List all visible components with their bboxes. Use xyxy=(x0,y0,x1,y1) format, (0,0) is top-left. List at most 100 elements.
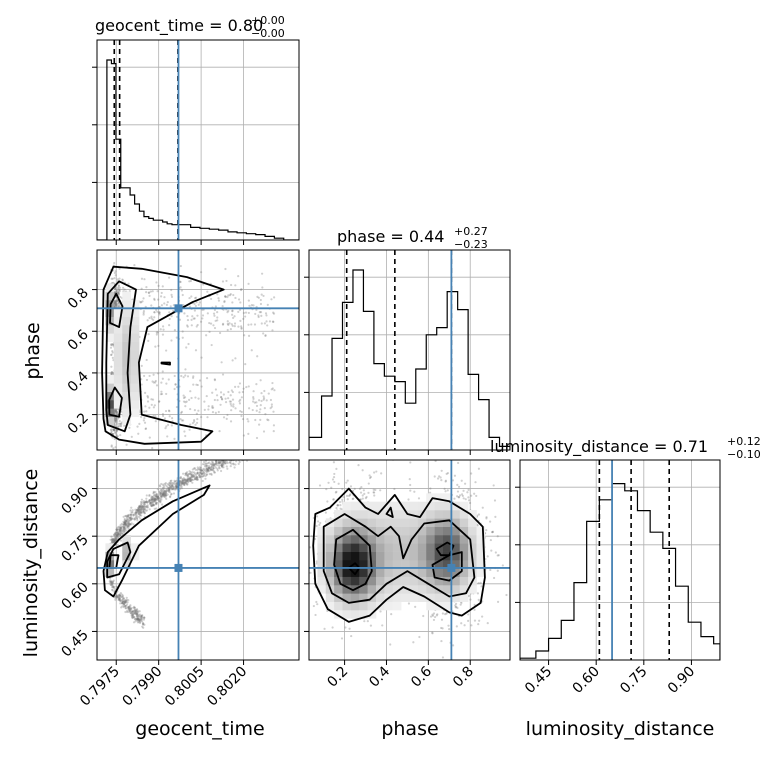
scatter-point-luminosity_distance-vs-geocent_time-84 xyxy=(166,482,169,486)
scatter-point-luminosity_distance-vs-geocent_time-1110 xyxy=(273,439,275,441)
scatter-point-luminosity_distance-vs-geocent_time-942 xyxy=(228,455,230,457)
scatter-point-luminosity_distance-vs-geocent_time-572 xyxy=(139,505,142,508)
scatter-point-luminosity_distance-vs-geocent_time-706 xyxy=(203,472,206,475)
scatter-point-luminosity_distance-vs-geocent_time-1208 xyxy=(267,436,269,438)
scatter-point-luminosity_distance-vs-geocent_time-723 xyxy=(207,467,210,470)
scatter-point-luminosity_distance-vs-geocent_time-484 xyxy=(139,517,142,520)
scatter-point-luminosity_distance-vs-geocent_time-433 xyxy=(175,483,179,486)
scatter-point-luminosity_distance-vs-geocent_time-543 xyxy=(124,524,128,527)
scatter-point-luminosity_distance-vs-geocent_time-1431 xyxy=(111,584,114,587)
scatter-point-luminosity_distance-vs-phase-115 xyxy=(315,560,318,563)
scatter-point-luminosity_distance-vs-geocent_time-130 xyxy=(209,467,213,471)
scatter-point-phase-vs-geocent_time-169 xyxy=(262,294,265,298)
scatter-point-phase-vs-geocent_time-660 xyxy=(238,400,241,403)
scatter-point-luminosity_distance-vs-phase-1207 xyxy=(462,489,465,492)
scatter-point-luminosity_distance-vs-geocent_time-1498 xyxy=(257,441,259,443)
scatter-point-phase-vs-geocent_time-662 xyxy=(109,346,113,349)
scatter-point-luminosity_distance-vs-geocent_time-21 xyxy=(224,451,226,453)
scatter-point-phase-vs-geocent_time-900 xyxy=(234,385,237,389)
scatter-point-phase-vs-geocent_time-1373 xyxy=(226,310,229,314)
scatter-point-luminosity_distance-vs-geocent_time-196 xyxy=(217,462,221,465)
scatter-point-luminosity_distance-vs-geocent_time-552 xyxy=(119,531,122,534)
scatter-point-phase-vs-geocent_time-1231 xyxy=(190,318,193,321)
scatter-point-luminosity_distance-vs-phase-1078 xyxy=(349,485,353,488)
scatter-point-luminosity_distance-vs-geocent_time-1197 xyxy=(162,493,165,496)
scatter-point-luminosity_distance-vs-geocent_time-377 xyxy=(116,532,119,535)
scatter-point-luminosity_distance-vs-geocent_time-1207 xyxy=(234,457,236,459)
scatter-point-luminosity_distance-vs-geocent_time-1001 xyxy=(120,526,123,529)
scatter-point-phase-vs-geocent_time-1281 xyxy=(234,296,237,300)
scatter-point-luminosity_distance-vs-geocent_time-166 xyxy=(188,472,192,475)
scatter-point-luminosity_distance-vs-geocent_time-366 xyxy=(241,450,243,452)
scatter-point-luminosity_distance-vs-geocent_time-103 xyxy=(183,483,186,486)
scatter-point-luminosity_distance-vs-phase-380 xyxy=(332,461,336,464)
scatter-point-luminosity_distance-vs-geocent_time-434 xyxy=(230,457,232,459)
scatter-point-luminosity_distance-vs-geocent_time-1006 xyxy=(229,464,232,468)
scatter-point-luminosity_distance-vs-geocent_time-9 xyxy=(123,529,126,533)
scatter-point-luminosity_distance-vs-geocent_time-1290 xyxy=(143,616,146,619)
scatter-point-phase-vs-geocent_time-841 xyxy=(257,296,260,299)
scatter-point-phase-vs-geocent_time-592 xyxy=(115,302,118,306)
density-cell-phase-vs-geocent_time-4-13 xyxy=(130,333,140,342)
scatter-point-luminosity_distance-vs-geocent_time-491 xyxy=(207,466,211,469)
scatter-point-luminosity_distance-vs-geocent_time-1336 xyxy=(264,439,266,441)
scatter-point-phase-vs-geocent_time-234 xyxy=(152,373,155,376)
scatter-point-luminosity_distance-vs-geocent_time-553 xyxy=(123,525,127,529)
scatter-point-phase-vs-geocent_time-1209 xyxy=(189,279,193,283)
scatter-point-luminosity_distance-vs-geocent_time-1168 xyxy=(135,513,138,516)
scatter-point-luminosity_distance-vs-geocent_time-1332 xyxy=(143,503,147,506)
scatter-point-luminosity_distance-vs-phase-1465 xyxy=(439,476,442,479)
scatter-point-luminosity_distance-vs-geocent_time-1041 xyxy=(257,446,259,448)
scatter-point-luminosity_distance-vs-geocent_time-286 xyxy=(205,473,208,476)
scatter-point-luminosity_distance-vs-geocent_time-695 xyxy=(222,460,226,464)
scatter-point-luminosity_distance-vs-geocent_time-752 xyxy=(123,523,126,526)
scatter-point-phase-vs-geocent_time-712 xyxy=(114,302,117,305)
scatter-point-luminosity_distance-vs-geocent_time-229 xyxy=(131,616,134,619)
scatter-point-luminosity_distance-vs-geocent_time-1021 xyxy=(131,610,134,614)
scatter-point-luminosity_distance-vs-phase-448 xyxy=(444,480,447,483)
scatter-point-luminosity_distance-vs-geocent_time-879 xyxy=(124,523,127,526)
scatter-point-luminosity_distance-vs-phase-1423 xyxy=(335,490,338,493)
scatter-point-luminosity_distance-vs-phase-1342 xyxy=(302,587,304,589)
title-luminosity-distance-plus: +0.12 xyxy=(727,435,760,448)
scatter-point-luminosity_distance-vs-geocent_time-160 xyxy=(110,581,113,584)
scatter-point-luminosity_distance-vs-geocent_time-278 xyxy=(125,520,128,523)
scatter-point-luminosity_distance-vs-geocent_time-1398 xyxy=(137,615,140,618)
scatter-point-luminosity_distance-vs-geocent_time-758 xyxy=(157,499,161,502)
hist-group-phase xyxy=(309,250,510,450)
scatter-point-luminosity_distance-vs-phase-1375 xyxy=(470,494,473,497)
scatter-point-phase-vs-geocent_time-1145 xyxy=(192,376,195,379)
scatter-point-phase-vs-geocent_time-194 xyxy=(257,399,261,402)
scatter-point-luminosity_distance-vs-geocent_time-577 xyxy=(128,523,131,526)
scatter-point-luminosity_distance-vs-geocent_time-720 xyxy=(163,493,166,496)
scatter-point-luminosity_distance-vs-geocent_time-1148 xyxy=(196,472,199,475)
scatter-point-luminosity_distance-vs-geocent_time-448 xyxy=(114,532,117,535)
scatter-point-luminosity_distance-vs-phase-603 xyxy=(368,476,372,480)
scatter-point-luminosity_distance-vs-geocent_time-1087 xyxy=(133,609,136,612)
scatter-point-phase-vs-geocent_time-473 xyxy=(191,315,194,318)
scatter-point-luminosity_distance-vs-geocent_time-524 xyxy=(252,452,254,454)
scatter-point-luminosity_distance-vs-geocent_time-584 xyxy=(126,525,129,528)
scatter-point-phase-vs-geocent_time-313 xyxy=(172,304,175,307)
scatter-point-luminosity_distance-vs-geocent_time-1452 xyxy=(266,443,268,445)
scatter-point-luminosity_distance-vs-geocent_time-296 xyxy=(165,492,168,495)
scatter-point-luminosity_distance-vs-geocent_time-529 xyxy=(167,487,170,490)
scatter-point-luminosity_distance-vs-geocent_time-845 xyxy=(115,534,118,537)
scatter-point-phase-vs-geocent_time-128 xyxy=(110,343,113,347)
scatter-point-phase-vs-geocent_time-915 xyxy=(194,396,197,399)
scatter-point-luminosity_distance-vs-phase-798 xyxy=(374,488,377,492)
scatter-point-luminosity_distance-vs-phase-462 xyxy=(468,501,472,505)
scatter-point-luminosity_distance-vs-geocent_time-946 xyxy=(143,507,146,511)
scatter-point-phase-vs-geocent_time-605 xyxy=(187,342,190,346)
density-cell-phase-vs-geocent_time-1-13 xyxy=(105,333,115,342)
scatter-point-luminosity_distance-vs-geocent_time-1074 xyxy=(109,579,112,582)
scatter-point-luminosity_distance-vs-geocent_time-1471 xyxy=(218,455,220,457)
scatter-point-luminosity_distance-vs-geocent_time-1200 xyxy=(159,494,162,497)
scatter-point-phase-vs-geocent_time-112 xyxy=(189,390,192,393)
scatter-point-luminosity_distance-vs-geocent_time-1141 xyxy=(162,494,165,497)
scatter-point-luminosity_distance-vs-phase-1318 xyxy=(379,489,382,492)
scatter-point-luminosity_distance-vs-geocent_time-1132 xyxy=(163,494,166,497)
scatter-point-luminosity_distance-vs-geocent_time-635 xyxy=(115,533,118,536)
scatter-point-luminosity_distance-vs-geocent_time-346 xyxy=(115,594,118,597)
scatter-point-luminosity_distance-vs-geocent_time-419 xyxy=(194,476,197,479)
